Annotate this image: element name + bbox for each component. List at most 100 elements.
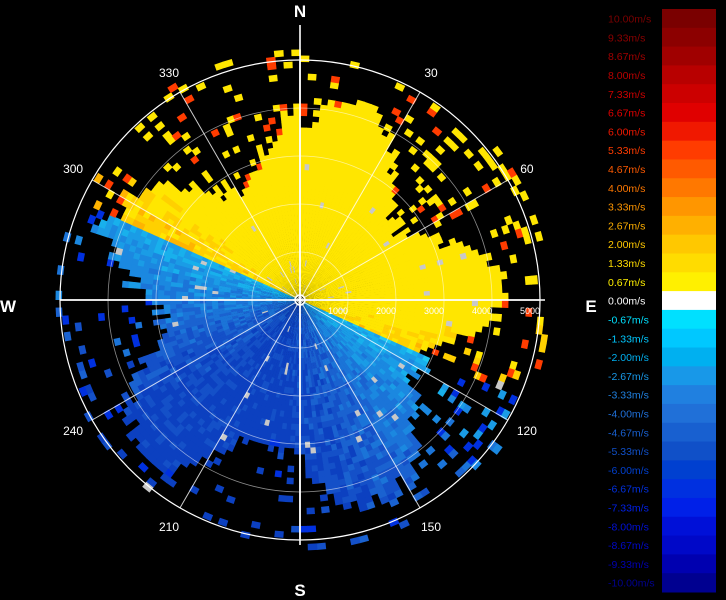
velocity-cell [308,273,312,280]
velocity-cell [283,296,291,299]
velocity-cell [318,265,323,272]
velocity-cell [333,292,341,296]
velocity-cell [249,388,257,396]
velocity-cell [362,311,370,315]
velocity-cell [302,259,305,267]
velocity-cell [255,312,263,316]
velocity-cell [223,369,231,377]
velocity-cell [271,315,278,321]
velocity-cell [226,276,234,281]
velocity-cell [304,163,310,171]
velocity-cell [304,453,312,461]
velocity-cell [325,285,333,290]
velocity-cell [220,357,228,365]
velocity-cell [424,262,433,269]
velocity-cell [244,371,251,379]
velocity-cell [310,404,316,412]
velocity-cell [355,264,363,271]
velocity-cell [351,404,359,413]
velocity-cell [284,293,291,297]
velocity-cell [253,262,261,268]
velocity-cell [410,315,418,321]
velocity-cell [321,421,328,429]
velocity-cell [326,141,334,150]
velocity-cell [284,311,290,317]
velocity-cell [300,277,302,285]
velocity-cell [419,264,427,271]
velocity-cell [410,283,418,289]
velocity-cell [244,254,252,261]
velocity-cell [217,343,226,351]
velocity-cell [314,263,320,271]
velocity-cell [441,289,449,296]
velocity-cell [206,311,214,317]
velocity-cell [375,307,383,312]
velocity-cell [286,274,291,281]
velocity-cell [225,495,236,505]
velocity-cell [197,250,205,257]
velocity-cell [280,323,286,330]
velocity-cell [245,252,253,259]
velocity-cell [341,238,348,245]
velocity-cell [145,299,153,306]
velocity-cell [387,309,394,314]
velocity-cell [346,350,354,358]
velocity-cell [87,358,97,369]
velocity-cell [333,255,340,262]
velocity-cell [351,223,359,231]
velocity-cell [282,284,289,290]
velocity-cell [332,455,341,463]
velocity-cell [261,219,267,227]
velocity-cell [303,423,310,431]
velocity-cell [286,356,290,364]
velocity-cell [250,367,257,376]
velocity-cell [246,386,254,395]
velocity-cell [369,328,377,334]
velocity-cell [194,313,202,319]
velocity-cell [320,268,327,275]
velocity-cell [326,450,334,459]
velocity-cell [341,318,348,324]
velocity-cell [235,220,243,228]
velocity-cell [343,120,352,130]
velocity-cell [324,248,330,256]
velocity-cell [247,322,255,328]
velocity-cell [234,378,242,387]
velocity-cell [359,392,367,401]
velocity-cell [286,387,291,394]
velocity-cell [324,475,333,483]
velocity-cell [246,413,254,421]
velocity-cell [321,317,328,323]
velocity-cell [320,346,326,354]
velocity-cell [271,302,279,304]
velocity-cell [226,247,234,255]
velocity-cell [317,342,322,349]
velocity-cell [263,314,270,320]
velocity-cell [325,147,333,156]
velocity-cell [261,287,268,291]
velocity-cell [381,300,389,304]
velocity-cell [358,385,367,394]
velocity-cell [338,288,346,292]
velocity-cell [355,252,363,260]
velocity-cell [290,314,294,321]
velocity-cell [307,217,312,225]
velocity-cell [302,333,305,341]
velocity-cell [409,238,418,247]
velocity-cell [406,245,414,253]
velocity-cell [273,267,280,274]
velocity-cell [309,441,316,449]
velocity-cell [145,283,153,290]
velocity-cell [351,325,358,331]
velocity-cell [382,352,391,360]
velocity-cell [431,414,442,424]
velocity-cell [232,240,240,248]
velocity-cell [231,330,239,336]
velocity-cell [250,256,258,263]
velocity-cell [373,315,381,321]
velocity-cell [320,147,328,155]
velocity-cell [377,338,385,345]
velocity-cell [365,211,373,220]
velocity-cell [382,341,391,348]
